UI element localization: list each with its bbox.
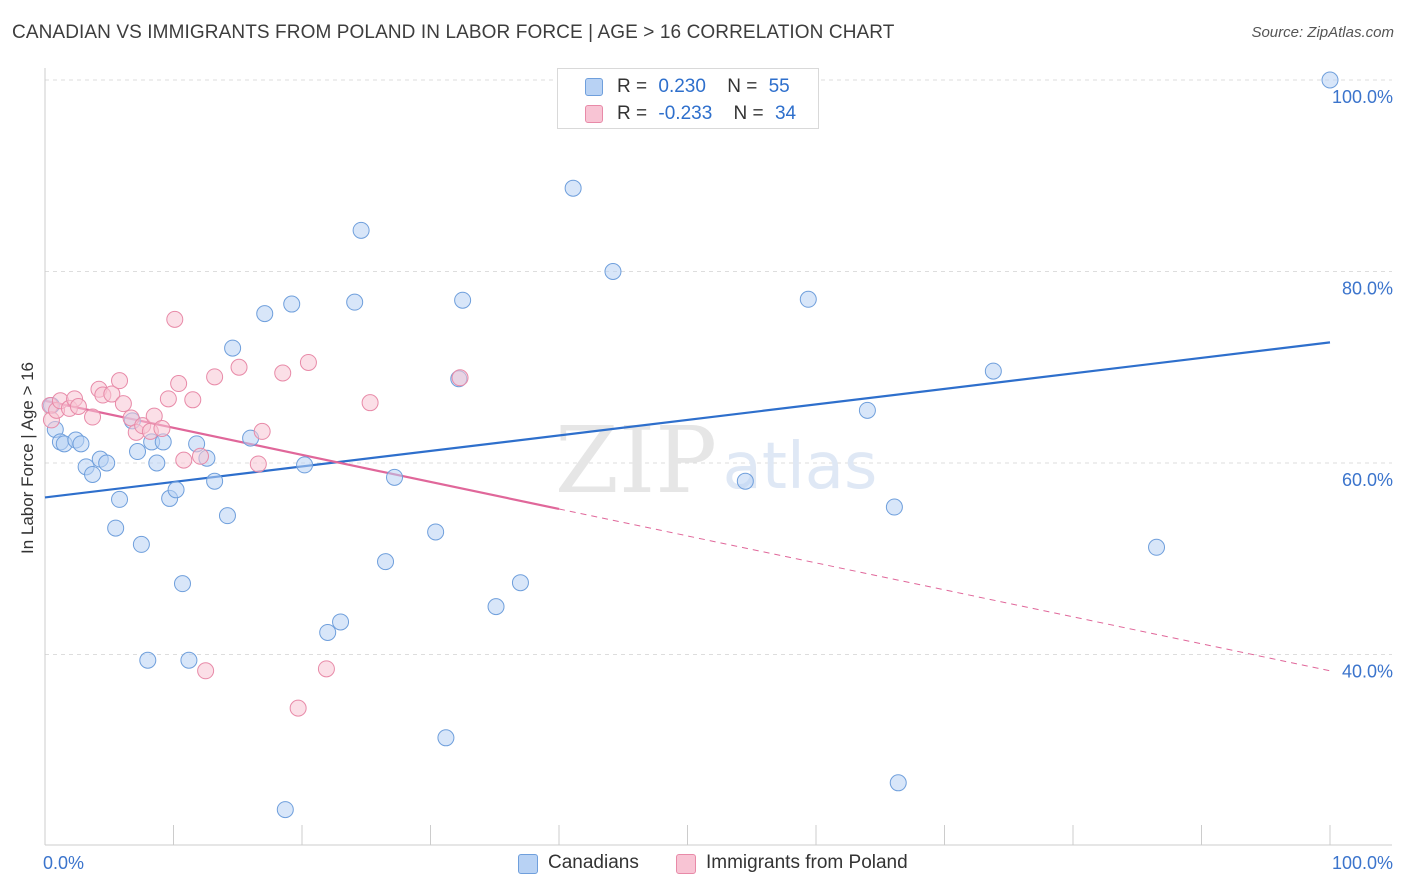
point-poland: [197, 662, 215, 680]
point-canadians: [377, 553, 395, 571]
watermark: ZIP atlas: [555, 407, 877, 514]
point-canadians: [352, 221, 370, 239]
point-canadians: [98, 454, 116, 472]
point-canadians: [885, 498, 903, 516]
point-poland: [253, 422, 271, 440]
point-poland: [451, 369, 469, 387]
point-canadians: [132, 535, 150, 553]
legend-r-label: R =: [617, 103, 648, 124]
point-poland: [184, 391, 202, 409]
point-canadians: [139, 651, 157, 669]
point-canadians: [736, 472, 754, 490]
y-tick-label: 40.0%: [1342, 662, 1393, 682]
point-canadians: [604, 263, 622, 280]
point-poland: [191, 447, 209, 465]
point-poland: [249, 455, 267, 473]
points: [41, 71, 1339, 819]
point-canadians: [180, 651, 198, 669]
point-canadians: [218, 507, 236, 525]
point-canadians: [72, 435, 90, 453]
chart-title: CANADIAN VS IMMIGRANTS FROM POLAND IN LA…: [12, 22, 895, 43]
point-canadians: [437, 729, 455, 747]
y-tick-label: 60.0%: [1342, 470, 1393, 490]
point-poland: [299, 353, 317, 371]
point-canadians: [386, 468, 404, 486]
bottom-legend-swatch-poland: [676, 854, 696, 874]
axis-layer: [44, 68, 1392, 846]
point-poland: [114, 395, 132, 413]
point-poland: [289, 699, 307, 717]
bottom-legend-label-canadians: Canadians: [548, 852, 639, 873]
watermark-atlas: atlas: [723, 430, 878, 504]
point-canadians: [799, 290, 817, 308]
point-canadians: [173, 575, 191, 593]
legend-text-poland: R = -0.233 N = 34: [617, 103, 796, 125]
point-poland: [145, 407, 163, 425]
point-canadians: [206, 472, 224, 490]
tick-labels: 40.0% 60.0% 80.0% 100.0% 0.0% 100.0%: [43, 87, 1393, 873]
point-poland: [111, 372, 129, 390]
legend-r-canadians: 0.230: [658, 76, 706, 97]
legend-swatch-canadians: [585, 78, 603, 96]
point-canadians: [111, 490, 129, 508]
watermark-zip: ZIP: [555, 407, 717, 514]
point-canadians: [889, 774, 907, 792]
point-poland: [206, 368, 224, 386]
point-canadians: [487, 598, 505, 616]
y-tick-label: 80.0%: [1342, 279, 1393, 299]
point-canadians: [167, 481, 185, 499]
point-poland: [69, 398, 87, 416]
point-canadians: [1148, 538, 1166, 556]
point-canadians: [332, 613, 350, 631]
point-poland: [159, 390, 177, 408]
point-poland: [230, 358, 248, 376]
point-canadians: [276, 801, 294, 819]
point-canadians: [296, 456, 314, 474]
point-canadians: [454, 291, 472, 309]
point-canadians: [256, 305, 274, 323]
point-canadians: [107, 519, 125, 537]
point-poland: [317, 660, 335, 678]
point-canadians: [511, 574, 529, 592]
legend-n-canadians: 55: [768, 76, 790, 97]
grid-layer: [45, 79, 1392, 655]
point-poland: [274, 364, 292, 382]
point-canadians: [224, 339, 242, 357]
point-canadians: [346, 293, 364, 311]
point-poland: [166, 310, 184, 328]
point-canadians: [84, 465, 102, 483]
source-label: Source: ZipAtlas.com: [1251, 24, 1394, 41]
legend-swatch-poland: [585, 105, 603, 123]
point-poland: [175, 451, 193, 469]
point-poland: [153, 420, 171, 438]
legend-n-poland: 34: [774, 103, 797, 124]
point-canadians: [319, 623, 337, 641]
bottom-legend-label-poland: Immigrants from Poland: [706, 852, 908, 873]
point-poland: [361, 394, 379, 412]
correlation-legend: R = 0.230 N = 55 R = -0.233 N = 34: [557, 68, 819, 129]
x-tick-label: 0.0%: [43, 853, 84, 873]
legend-r-poland: -0.233: [658, 103, 713, 124]
legend-r-label: R =: [617, 76, 648, 97]
point-canadians: [564, 179, 582, 197]
legend-text-canadians: R = 0.230 N = 55: [617, 76, 790, 98]
point-poland: [103, 385, 121, 403]
trendline-poland-extension: [558, 508, 1331, 672]
point-canadians: [283, 295, 301, 313]
point-canadians: [129, 443, 147, 461]
point-poland: [84, 408, 102, 426]
point-canadians: [1321, 71, 1339, 89]
legend-n-label: N =: [727, 76, 758, 97]
legend-n-label: N =: [733, 103, 764, 124]
y-tick-label: 100.0%: [1332, 87, 1393, 107]
point-canadians: [148, 454, 166, 472]
point-poland: [170, 375, 188, 393]
point-canadians: [984, 362, 1002, 380]
bottom-legend-swatch-canadians: [518, 854, 538, 874]
point-canadians: [427, 523, 445, 541]
x-tick-label: 100.0%: [1332, 853, 1393, 873]
point-canadians: [858, 401, 876, 419]
